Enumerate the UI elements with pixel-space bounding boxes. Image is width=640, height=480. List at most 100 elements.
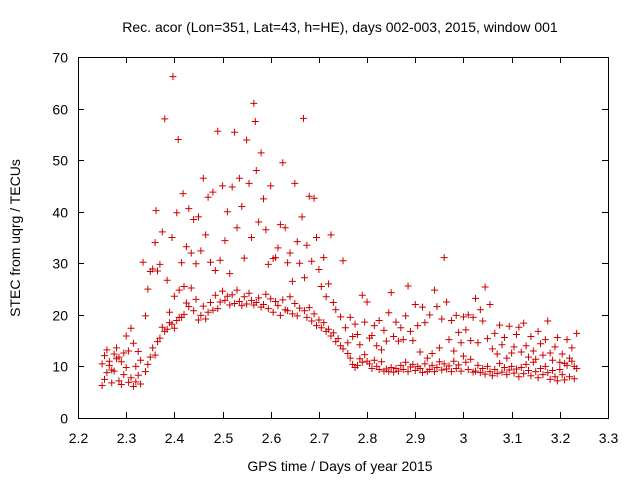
data-point	[255, 218, 263, 226]
data-point	[272, 297, 280, 305]
data-point	[274, 302, 282, 310]
y-axis-label: STEC from uqrg / TECUs	[7, 159, 23, 317]
data-point	[375, 317, 383, 325]
data-point	[286, 293, 294, 301]
data-point	[464, 311, 472, 319]
data-point	[284, 259, 292, 267]
data-point	[276, 311, 284, 319]
data-point	[534, 327, 542, 335]
data-point	[522, 342, 530, 350]
data-point	[382, 337, 390, 345]
data-point	[154, 267, 161, 275]
data-point	[488, 345, 496, 353]
data-point	[293, 238, 301, 246]
data-point	[192, 295, 200, 303]
data-point	[414, 322, 422, 330]
data-point	[467, 355, 475, 363]
data-point	[426, 366, 434, 374]
data-point	[101, 352, 108, 360]
data-point	[527, 333, 535, 341]
data-point	[505, 366, 513, 374]
y-tick-label: 20	[52, 308, 68, 324]
data-point	[553, 334, 561, 342]
data-point	[440, 254, 448, 262]
data-point	[549, 367, 557, 375]
data-point	[313, 234, 320, 241]
data-point	[115, 353, 123, 361]
data-point	[233, 224, 241, 232]
data-point	[103, 369, 111, 377]
data-point	[484, 335, 492, 343]
data-point	[488, 372, 496, 380]
data-point	[209, 306, 217, 314]
data-point	[132, 378, 140, 386]
data-point	[152, 207, 160, 215]
data-point	[264, 305, 272, 313]
data-point	[402, 312, 410, 320]
y-tick-label: 10	[52, 359, 68, 375]
data-point	[179, 190, 187, 198]
x-tick-label: 2.7	[310, 430, 330, 446]
data-point	[423, 354, 431, 362]
data-point	[474, 339, 482, 347]
data-point	[255, 294, 263, 302]
data-point	[416, 364, 424, 372]
data-point	[525, 353, 532, 361]
x-tick-label: 2.5	[214, 430, 234, 446]
data-point	[180, 282, 188, 290]
data-point	[520, 319, 528, 327]
data-point	[496, 321, 504, 329]
data-point	[349, 333, 357, 341]
data-point	[344, 339, 352, 347]
data-point	[279, 159, 287, 167]
data-point	[134, 347, 142, 355]
data-point	[337, 313, 345, 321]
data-point	[257, 149, 265, 157]
data-point	[426, 311, 434, 319]
x-tick-label: 2.8	[358, 430, 378, 446]
data-point	[149, 344, 157, 352]
y-tick-label: 40	[52, 205, 68, 221]
data-point	[235, 174, 243, 182]
plot-area-border	[78, 57, 609, 419]
data-point	[508, 349, 516, 357]
data-point	[197, 311, 205, 319]
data-point	[199, 302, 207, 310]
chart-title: Rec. acor (Lon=351, Lat=43, h=HE), days …	[122, 19, 558, 35]
data-point	[231, 300, 239, 308]
data-point	[182, 243, 190, 251]
data-point	[120, 371, 128, 379]
data-point	[457, 367, 465, 375]
data-point	[568, 344, 576, 352]
data-point	[204, 193, 212, 201]
data-point	[546, 349, 554, 357]
data-point	[168, 320, 176, 328]
x-axis-label: GPS time / Days of year 2015	[247, 458, 432, 474]
data-point	[117, 358, 125, 366]
data-point	[105, 357, 113, 365]
data-point	[238, 203, 246, 211]
data-point	[544, 317, 552, 325]
data-point	[361, 351, 369, 359]
data-point	[363, 298, 371, 306]
data-point	[178, 259, 186, 267]
data-point	[515, 373, 523, 381]
data-point	[113, 344, 121, 352]
data-point	[399, 366, 407, 374]
data-point	[527, 372, 535, 380]
data-point	[211, 291, 219, 299]
data-point	[373, 342, 381, 350]
data-point	[406, 327, 414, 335]
data-point	[245, 289, 253, 297]
data-point	[169, 73, 177, 81]
data-point	[173, 209, 181, 217]
data-point	[435, 344, 443, 352]
data-point	[462, 326, 470, 334]
data-point	[351, 320, 359, 328]
data-point	[491, 366, 499, 374]
x-tick-label: 3.2	[551, 430, 571, 446]
data-point	[390, 333, 398, 341]
data-point	[421, 360, 429, 368]
data-point	[279, 296, 287, 304]
data-point	[296, 304, 304, 312]
